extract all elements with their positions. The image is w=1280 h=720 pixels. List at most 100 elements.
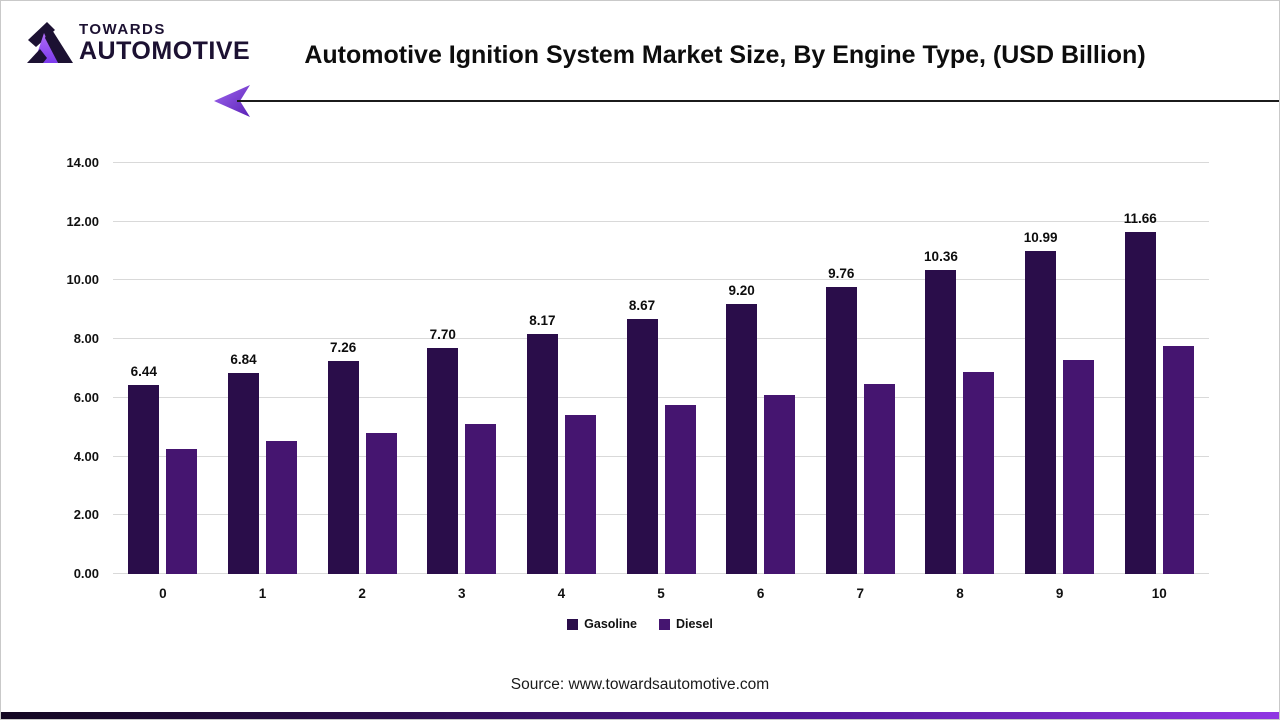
x-tick-label: 4 [557, 586, 566, 601]
bar-value-label: 9.76 [828, 266, 855, 282]
left-arrow-icon [214, 85, 250, 117]
bar-value-label: 7.70 [429, 326, 456, 342]
legend-swatch-gasoline [567, 618, 579, 630]
gasoline-bar [526, 334, 558, 574]
gasoline-bar [726, 303, 758, 574]
x-tick-label: 3 [457, 586, 466, 601]
gasoline-bar [1124, 231, 1156, 574]
bar-group-10: 11.66 [1109, 163, 1209, 574]
bar-group-3: 7.70 [412, 163, 512, 574]
y-tick-label: 4.00 [73, 448, 99, 464]
gridline-12.00 [113, 220, 1209, 222]
x-tick-label: 8 [956, 586, 964, 601]
bar-value-label: 6.84 [230, 352, 257, 368]
x-tick-label: 9 [1055, 586, 1064, 601]
gasoline-bar-column: 8.17 [526, 163, 558, 574]
gridline-2.00 [113, 514, 1209, 516]
gasoline-bar-column: 7.70 [427, 163, 459, 574]
bar-value-label: 7.26 [329, 339, 357, 355]
x-tick-label: 6 [756, 586, 765, 601]
bar-group-5: 8.67 [611, 163, 711, 574]
y-tick-label: 0.00 [73, 566, 99, 581]
y-tick-label: 2.00 [73, 507, 99, 523]
bar-groups: 6.44 6.84 7.26 7.70 8.17 8.67 9.20 9.76 10.36 10.… [113, 163, 1209, 574]
bar-group-0: 6.44 [113, 163, 213, 574]
gasoline-bar-column: 9.20 [726, 163, 758, 574]
y-tick-label: 14.00 [66, 155, 99, 170]
x-tick-label: 2 [358, 586, 366, 601]
header-divider-line [237, 100, 1279, 102]
y-tick-label: 12.00 [66, 213, 99, 229]
gasoline-bar-column: 8.67 [626, 163, 658, 574]
gridline-4.00 [113, 455, 1209, 457]
gasoline-bar-column: 6.84 [227, 163, 259, 574]
bar-value-label: 6.44 [130, 363, 157, 379]
bar-group-2: 7.26 [312, 163, 412, 574]
diesel-bar [564, 415, 596, 574]
diesel-bar [1063, 359, 1095, 574]
diesel-bar-column [1063, 163, 1095, 574]
legend-swatch-diesel [658, 618, 670, 630]
diesel-bar-column [365, 163, 397, 574]
gasoline-bar [128, 384, 160, 574]
brand-logo: TOWARDS AUTOMOTIVE [27, 21, 250, 65]
diesel-bar-column [1162, 163, 1194, 574]
chart-legend: Gasoline Diesel [1, 617, 1279, 631]
legend-label: Diesel [675, 617, 713, 631]
gasoline-bar-column: 10.99 [1023, 163, 1058, 574]
gasoline-bar-column: 11.66 [1123, 163, 1157, 574]
x-tick-label: 5 [657, 586, 665, 601]
bar-group-7: 9.76 [810, 163, 910, 574]
diesel-bar [265, 441, 297, 574]
gasoline-bar [626, 319, 658, 574]
gasoline-bar [227, 373, 259, 574]
diesel-bar-column [166, 163, 198, 574]
bar-value-label: 11.66 [1123, 210, 1157, 226]
bar-group-4: 8.17 [512, 163, 612, 574]
chart-title: Automotive Ignition System Market Size, … [304, 41, 1146, 69]
diesel-bar-column [963, 163, 995, 574]
source-text: Source: www.towardsautomotive.com [510, 676, 770, 693]
legend-item-diesel: Diesel [658, 617, 713, 631]
bar-group-8: 10.36 [910, 163, 1010, 574]
gasoline-bar-column: 6.44 [128, 163, 160, 574]
gasoline-bar [1025, 251, 1057, 574]
bottom-accent-bar [1, 712, 1279, 719]
diesel-bar [365, 433, 397, 574]
bar-value-label: 8.67 [628, 298, 656, 314]
y-tick-label: 6.00 [73, 389, 99, 405]
gridline-6.00 [113, 396, 1209, 398]
gridline-14.00 [113, 162, 1209, 163]
gasoline-bar [327, 360, 359, 574]
brand-name-top: TOWARDS [79, 21, 166, 38]
plot-area: 0.00 2.00 4.00 6.00 8.00 10.00 12.00 14.00 6.44 6… [66, 156, 1209, 581]
diesel-bar-column [465, 163, 497, 574]
gasoline-bar [427, 347, 459, 574]
x-tick-label: 10 [1151, 586, 1167, 601]
x-tick-label: 7 [856, 586, 865, 601]
brand-name-bottom: AUTOMOTIVE [79, 37, 251, 65]
bar-value-label: 9.20 [728, 282, 755, 298]
diesel-bar-column [664, 163, 696, 574]
bar-value-label: 8.17 [529, 313, 556, 329]
gasoline-bar-column: 10.36 [924, 163, 958, 574]
diesel-bar [1162, 346, 1194, 574]
bar-group-9: 10.99 [1010, 163, 1110, 574]
gasoline-bar-column: 9.76 [825, 163, 857, 574]
diesel-bar-column [863, 163, 895, 574]
diesel-bar [166, 449, 198, 574]
gasoline-bar [925, 269, 957, 574]
legend-item-gasoline: Gasoline [567, 617, 637, 631]
gridline-0.00 [113, 573, 1209, 574]
x-axis-labels: 0 1 2 3 4 5 6 7 8 9 10 [113, 586, 1209, 601]
x-tick-label: 1 [258, 586, 267, 601]
bar-value-label: 10.99 [1023, 230, 1058, 246]
bar-group-1: 6.84 [213, 163, 313, 574]
gasoline-bar-column: 7.26 [327, 163, 359, 574]
y-tick-label: 10.00 [66, 272, 99, 288]
diesel-bar [664, 405, 696, 574]
diesel-bar [863, 384, 895, 574]
gridline-8.00 [113, 338, 1209, 340]
legend-label: Gasoline [584, 617, 637, 631]
